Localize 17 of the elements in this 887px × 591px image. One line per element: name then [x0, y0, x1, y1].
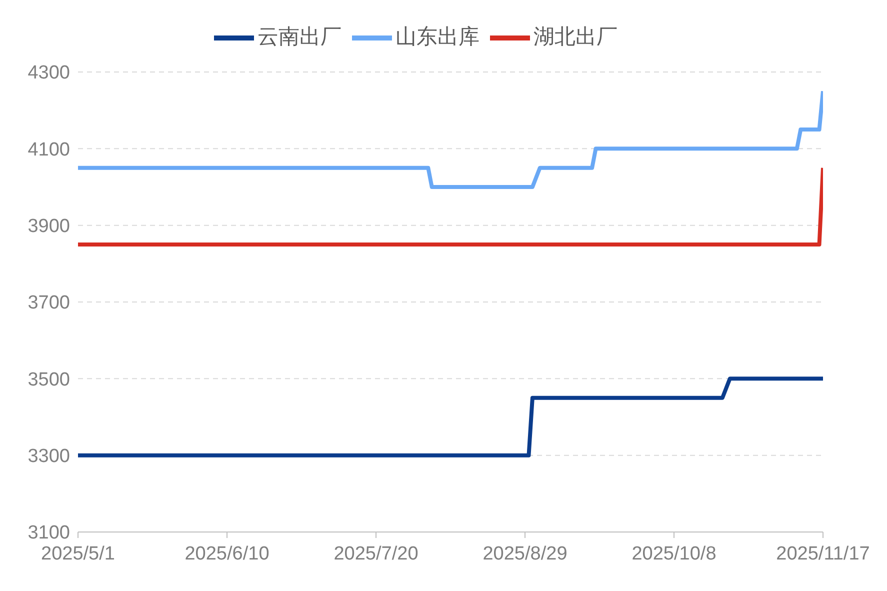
y-tick-label: 4100 [28, 139, 70, 160]
x-tick-label: 2025/6/10 [184, 543, 270, 564]
y-tick-label: 4300 [28, 62, 70, 84]
x-tick-label: 2025/10/8 [632, 543, 716, 564]
line-series [78, 89, 823, 189]
x-tick-label: 2025/5/1 [41, 543, 115, 564]
x-tick-label: 2025/8/29 [482, 543, 568, 564]
y-tick-label: 3900 [28, 216, 70, 238]
y-tick-label: 3100 [28, 522, 70, 544]
y-tick-label: 3700 [28, 292, 70, 314]
legend-label: 湖北出厂 [534, 26, 618, 49]
legend-label: 山东出库 [396, 26, 480, 49]
y-tick-label: 3500 [28, 369, 70, 390]
legend-label: 云南出厂 [258, 26, 342, 49]
x-tick-label: 2025/7/20 [334, 543, 418, 564]
x-tick-label: 2025/11/17 [776, 543, 870, 564]
y-tick-label: 3300 [28, 446, 70, 468]
